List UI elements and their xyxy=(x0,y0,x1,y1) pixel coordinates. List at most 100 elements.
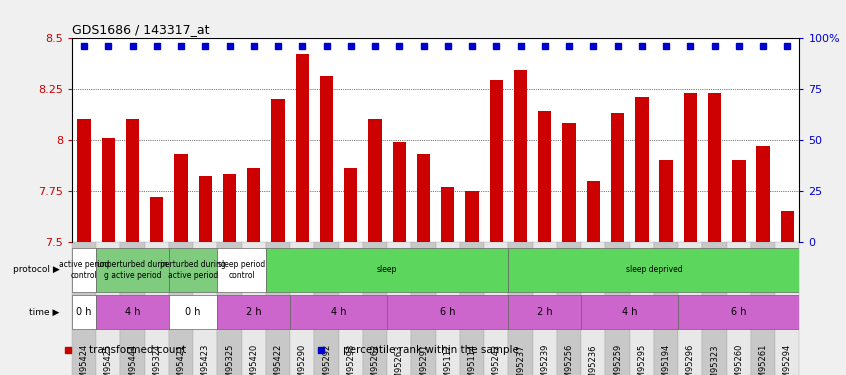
Text: 4 h: 4 h xyxy=(125,307,140,317)
FancyBboxPatch shape xyxy=(145,242,169,375)
Bar xyxy=(344,168,358,242)
Text: 0 h: 0 h xyxy=(76,307,91,317)
FancyBboxPatch shape xyxy=(217,248,266,292)
Text: unperturbed durin
g active period: unperturbed durin g active period xyxy=(97,260,168,280)
Bar xyxy=(222,174,236,242)
Text: time ▶: time ▶ xyxy=(30,308,60,316)
Text: GDS1686 / 143317_at: GDS1686 / 143317_at xyxy=(72,23,210,36)
FancyBboxPatch shape xyxy=(72,248,96,292)
Bar xyxy=(368,119,382,242)
Text: protocol ▶: protocol ▶ xyxy=(13,266,60,274)
FancyBboxPatch shape xyxy=(484,242,508,375)
Text: GSM95262: GSM95262 xyxy=(371,344,380,375)
Bar xyxy=(465,191,479,242)
FancyBboxPatch shape xyxy=(96,248,169,292)
Bar xyxy=(199,177,212,242)
Bar xyxy=(732,160,745,242)
FancyBboxPatch shape xyxy=(120,242,145,375)
Text: GSM95292: GSM95292 xyxy=(322,344,331,375)
Text: GSM95114: GSM95114 xyxy=(468,344,476,375)
FancyBboxPatch shape xyxy=(727,242,751,375)
FancyBboxPatch shape xyxy=(290,295,387,329)
Bar xyxy=(150,197,163,242)
Bar xyxy=(393,142,406,242)
Text: GSM95296: GSM95296 xyxy=(686,344,695,375)
Bar xyxy=(538,111,552,242)
FancyBboxPatch shape xyxy=(242,242,266,375)
Text: GSM95421: GSM95421 xyxy=(177,344,185,375)
Text: GSM95242: GSM95242 xyxy=(492,344,501,375)
Text: GSM95261: GSM95261 xyxy=(759,344,767,375)
Text: 2 h: 2 h xyxy=(537,307,552,317)
Text: 6 h: 6 h xyxy=(440,307,455,317)
Text: GSM95236: GSM95236 xyxy=(589,344,598,375)
FancyBboxPatch shape xyxy=(96,242,120,375)
Text: GSM95237: GSM95237 xyxy=(516,344,525,375)
Bar xyxy=(781,211,794,242)
Bar xyxy=(126,119,140,242)
Text: GSM95263: GSM95263 xyxy=(395,344,404,375)
Text: GSM95112: GSM95112 xyxy=(443,344,453,375)
Bar xyxy=(490,80,503,242)
Bar xyxy=(320,76,333,242)
FancyBboxPatch shape xyxy=(338,242,363,375)
FancyBboxPatch shape xyxy=(290,242,315,375)
Bar xyxy=(635,97,649,242)
Text: GSM95290: GSM95290 xyxy=(298,344,307,375)
FancyBboxPatch shape xyxy=(654,242,678,375)
FancyBboxPatch shape xyxy=(508,295,581,329)
Bar xyxy=(417,154,431,242)
FancyBboxPatch shape xyxy=(508,248,799,292)
Text: sleep deprived: sleep deprived xyxy=(626,266,682,274)
Bar xyxy=(77,119,91,242)
Text: GSM95324: GSM95324 xyxy=(152,344,162,375)
FancyBboxPatch shape xyxy=(169,295,217,329)
FancyBboxPatch shape xyxy=(387,242,411,375)
Bar xyxy=(684,93,697,242)
FancyBboxPatch shape xyxy=(217,295,290,329)
FancyBboxPatch shape xyxy=(581,295,678,329)
Text: active period
control: active period control xyxy=(59,260,109,280)
FancyBboxPatch shape xyxy=(217,242,242,375)
Text: GSM95294: GSM95294 xyxy=(783,344,792,375)
FancyBboxPatch shape xyxy=(193,242,217,375)
Bar xyxy=(708,93,722,242)
FancyBboxPatch shape xyxy=(751,242,775,375)
Text: perturbed during
active period: perturbed during active period xyxy=(160,260,226,280)
FancyBboxPatch shape xyxy=(266,242,290,375)
Bar xyxy=(247,168,261,242)
FancyBboxPatch shape xyxy=(169,242,193,375)
Bar xyxy=(659,160,673,242)
Bar xyxy=(441,187,454,242)
Bar xyxy=(586,181,600,242)
Text: GSM95425: GSM95425 xyxy=(104,344,113,375)
FancyBboxPatch shape xyxy=(557,242,581,375)
Text: GSM95424: GSM95424 xyxy=(80,344,89,375)
Text: GSM95295: GSM95295 xyxy=(637,344,646,375)
FancyBboxPatch shape xyxy=(436,242,460,375)
Bar xyxy=(295,54,309,242)
Bar xyxy=(102,138,115,242)
Text: GSM95323: GSM95323 xyxy=(710,344,719,375)
Bar xyxy=(611,113,624,242)
Text: percentile rank within the sample: percentile rank within the sample xyxy=(343,345,519,355)
FancyBboxPatch shape xyxy=(702,242,727,375)
Text: GSM95420: GSM95420 xyxy=(250,344,258,375)
FancyBboxPatch shape xyxy=(96,295,169,329)
Text: GSM95325: GSM95325 xyxy=(225,344,234,375)
Text: 4 h: 4 h xyxy=(622,307,637,317)
Text: GSM95259: GSM95259 xyxy=(613,344,622,375)
Text: GSM95256: GSM95256 xyxy=(564,344,574,375)
FancyBboxPatch shape xyxy=(629,242,654,375)
FancyBboxPatch shape xyxy=(315,242,338,375)
FancyBboxPatch shape xyxy=(581,242,606,375)
Bar xyxy=(563,123,576,242)
FancyBboxPatch shape xyxy=(533,242,557,375)
FancyBboxPatch shape xyxy=(72,295,96,329)
FancyBboxPatch shape xyxy=(387,295,508,329)
FancyBboxPatch shape xyxy=(266,248,508,292)
Text: GSM95260: GSM95260 xyxy=(734,344,744,375)
Text: 2 h: 2 h xyxy=(246,307,261,317)
Text: 6 h: 6 h xyxy=(731,307,746,317)
Bar xyxy=(514,70,527,242)
